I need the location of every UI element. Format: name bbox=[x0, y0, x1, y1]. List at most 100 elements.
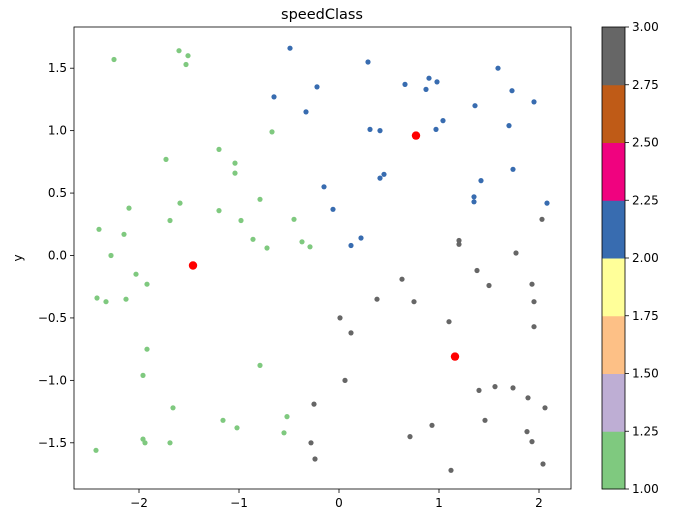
scatter-point-class-1 bbox=[167, 440, 173, 446]
plot-area bbox=[73, 26, 572, 490]
scatter-point-class-1 bbox=[121, 231, 127, 237]
scatter-point-class-3 bbox=[539, 216, 545, 222]
scatter-point-class-2 bbox=[348, 242, 354, 249]
colorbar-tick-label: 2.50 bbox=[632, 136, 659, 150]
scatter-point-class-1 bbox=[167, 217, 173, 224]
scatter-point-class-3 bbox=[474, 267, 480, 274]
scatter-point-class-1 bbox=[307, 244, 313, 250]
colorbar-tick-label: 2.75 bbox=[632, 78, 659, 92]
colorbar-tick-label: 1.00 bbox=[632, 482, 659, 496]
scatter-point-class-2 bbox=[440, 118, 446, 124]
scatter-point-class-1 bbox=[170, 405, 176, 411]
scatter-point-class-2 bbox=[471, 194, 477, 200]
scatter-point-class-2 bbox=[510, 166, 516, 172]
scatter-point-class-3 bbox=[529, 281, 535, 287]
scatter-point-class-2 bbox=[544, 200, 550, 206]
scatter-point-class-2 bbox=[287, 45, 293, 51]
scatter-point-class-2 bbox=[471, 199, 477, 205]
scatter-point-class-1 bbox=[299, 239, 305, 245]
scatter-point-class-1 bbox=[216, 146, 222, 152]
scatter-point-class-1 bbox=[126, 205, 132, 211]
scatter-point-class-1 bbox=[142, 440, 148, 446]
scatter-point-class-3 bbox=[456, 241, 462, 247]
scatter-point-class-1 bbox=[264, 245, 270, 251]
scatter-point-class-1 bbox=[232, 160, 238, 166]
colorbar-segment bbox=[602, 315, 625, 374]
colorbar-segment bbox=[602, 373, 625, 432]
scatter-point-class-3 bbox=[446, 319, 452, 325]
y-tick-label: 1.0 bbox=[48, 124, 67, 138]
scatter-point-class-1 bbox=[250, 236, 256, 242]
y-tick-label: −0.5 bbox=[38, 311, 67, 325]
scatter-point-class-3 bbox=[529, 439, 535, 445]
scatter-point-class-2 bbox=[330, 206, 336, 212]
scatter-point-class-3 bbox=[531, 324, 537, 330]
centroid-point bbox=[411, 131, 421, 140]
scatter-point-class-1 bbox=[232, 170, 238, 176]
chart-title-group: speedClass bbox=[281, 7, 363, 23]
scatter-point-class-1 bbox=[93, 447, 99, 453]
scatter-point-class-3 bbox=[399, 276, 405, 282]
scatter-point-class-3 bbox=[542, 405, 548, 411]
scatter-point-class-1 bbox=[234, 425, 240, 431]
scatter-point-class-2 bbox=[433, 126, 439, 132]
colorbar: 1.00 1.25 1.50 1.75 2.00 2.25 2.50 2.75 3.00 bbox=[601, 20, 659, 496]
colorbar-tick-label: 1.25 bbox=[632, 424, 659, 438]
scatter-point-class-3 bbox=[311, 401, 317, 407]
scatter-point-class-1 bbox=[94, 295, 100, 301]
colorbar-segment bbox=[602, 27, 625, 86]
scatter-point-class-1 bbox=[144, 346, 150, 352]
scatter-point-class-1 bbox=[111, 56, 117, 63]
scatter-point-class-3 bbox=[374, 296, 380, 302]
scatter-point-class-1 bbox=[96, 226, 102, 232]
scatter-point-class-3 bbox=[411, 299, 417, 305]
scatter-point-class-3 bbox=[486, 282, 492, 289]
scatter-point-class-1 bbox=[185, 53, 191, 59]
scatter-point-class-3 bbox=[524, 429, 530, 435]
scatter-point-class-2 bbox=[271, 94, 277, 100]
colorbar-segment bbox=[602, 142, 625, 201]
colorbar-tick-label: 3.00 bbox=[632, 20, 659, 34]
scatter-point-class-3 bbox=[540, 461, 546, 467]
scatter-point-class-2 bbox=[303, 109, 309, 115]
y-axis-label: y bbox=[11, 254, 25, 261]
scatter-point-class-2 bbox=[426, 75, 432, 81]
scatter-point-class-3 bbox=[482, 417, 488, 423]
scatter-point-class-2 bbox=[472, 103, 478, 109]
scatter-point-class-1 bbox=[257, 196, 263, 202]
centroid-point bbox=[188, 261, 198, 270]
scatter-point-class-2 bbox=[365, 59, 371, 65]
scatter-point-class-1 bbox=[144, 281, 150, 287]
colorbar-segment bbox=[602, 258, 625, 317]
scatter-point-class-2 bbox=[377, 128, 383, 134]
scatter-point-class-3 bbox=[476, 387, 482, 393]
scatter-point-class-1 bbox=[177, 200, 183, 206]
scatter-point-class-1 bbox=[108, 252, 114, 259]
scatter-point-class-1 bbox=[238, 217, 244, 224]
scatter-point-class-3 bbox=[308, 440, 314, 446]
x-axis: −2 −1 0 1 2 bbox=[130, 489, 543, 510]
scatter-point-class-1 bbox=[281, 430, 287, 436]
y-axis: −1.5 −1.0 −0.5 0.0 0.5 1.0 1.5 bbox=[38, 61, 74, 450]
scatter-point-class-3 bbox=[456, 237, 462, 244]
scatter-point-class-2 bbox=[423, 86, 429, 92]
scatter-point-class-2 bbox=[531, 99, 537, 105]
plot-background bbox=[74, 27, 571, 489]
scatter-point-class-3 bbox=[312, 456, 318, 462]
y-tick-label: −1.0 bbox=[38, 373, 67, 387]
scatter-point-class-3 bbox=[342, 377, 348, 383]
scatter-point-class-3 bbox=[531, 299, 537, 305]
y-tick-label: −1.5 bbox=[38, 436, 67, 450]
y-tick-label: 1.5 bbox=[48, 61, 67, 75]
plot-frame bbox=[73, 26, 572, 490]
scatter-point-class-1 bbox=[216, 208, 222, 214]
scatter-point-class-3 bbox=[492, 384, 498, 390]
scatter-point-class-1 bbox=[284, 414, 290, 420]
x-tick-label: 1 bbox=[435, 496, 443, 510]
x-tick-label: −1 bbox=[230, 496, 248, 510]
scatter-point-class-1 bbox=[176, 48, 182, 54]
scatter-point-class-3 bbox=[348, 330, 354, 336]
centroid-point bbox=[450, 352, 460, 361]
scatter-point-class-1 bbox=[220, 417, 226, 423]
scatter-point-class-1 bbox=[103, 299, 109, 305]
